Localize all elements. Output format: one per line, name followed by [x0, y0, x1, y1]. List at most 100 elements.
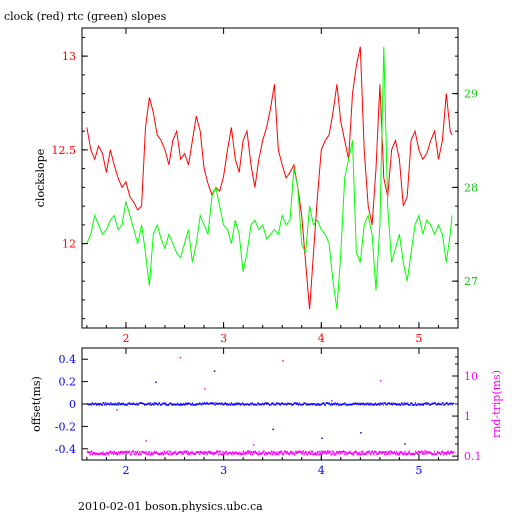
offset-point	[242, 403, 244, 405]
rnd-trip-point	[238, 452, 240, 455]
offset-point	[359, 402, 361, 405]
offset-point	[179, 404, 181, 406]
rnd-trip-point	[236, 452, 238, 455]
offset-point	[245, 403, 247, 406]
rnd-trip-point	[212, 452, 214, 455]
offset-point	[429, 404, 431, 406]
rnd-trip-point	[152, 452, 154, 455]
rnd-trip-point	[319, 453, 321, 456]
offset-point	[384, 402, 386, 404]
offset-point	[383, 402, 385, 404]
offset-point	[336, 404, 338, 406]
rnd-trip-point	[442, 451, 444, 454]
offset-point	[380, 403, 382, 405]
offset-point	[438, 402, 440, 405]
offset-point	[177, 404, 180, 406]
rnd-trip-point	[355, 450, 357, 453]
offset-point	[117, 403, 120, 406]
offset-point	[422, 404, 424, 406]
offset-point	[102, 402, 104, 404]
offset-point	[96, 404, 98, 406]
offset-point	[132, 402, 134, 404]
offset-point	[401, 403, 403, 405]
rnd-trip-point	[313, 452, 315, 455]
offset-point	[283, 403, 285, 406]
offset-point	[130, 403, 132, 405]
offset-point	[220, 403, 222, 405]
rnd-trip-point	[233, 452, 235, 454]
offset-point	[149, 402, 151, 404]
rnd-trip-point	[312, 450, 314, 453]
rnd-trip-point	[138, 452, 140, 455]
rnd-trip-point	[264, 453, 266, 456]
rnd-trip-point	[153, 452, 155, 455]
rnd-trip-point	[334, 453, 336, 456]
offset-point	[254, 403, 256, 406]
offset-point	[230, 404, 232, 406]
offset-point	[288, 402, 290, 405]
rnd-trip-point	[415, 451, 417, 454]
rnd-trip-point	[278, 453, 280, 456]
rnd-trip-point	[331, 453, 333, 456]
rnd-trip-point	[161, 452, 163, 455]
rnd-trip-point	[258, 450, 260, 453]
rnd-trip-point	[316, 451, 319, 454]
rnd-trip-point	[379, 450, 381, 453]
rnd-trip-point	[342, 450, 344, 453]
y-tick-label: 12	[62, 238, 76, 251]
offset-point	[183, 403, 185, 405]
rnd-trip-point	[400, 451, 402, 454]
footer-text: 2010-02-01 boson.physics.ubc.ca	[78, 500, 263, 512]
rnd-trip-point	[132, 450, 134, 453]
rnd-trip-point	[237, 452, 240, 455]
offset-point	[318, 403, 320, 405]
offset-point	[368, 402, 370, 405]
offset-point	[230, 402, 232, 404]
offset-point	[304, 403, 307, 405]
offset-point	[367, 402, 369, 405]
rnd-trip-point	[242, 450, 244, 453]
rnd-trip-outlier	[116, 409, 118, 411]
offset-point	[241, 403, 243, 405]
rnd-trip-point	[314, 451, 316, 454]
offset-point	[204, 402, 206, 404]
rnd-trip-point	[198, 451, 200, 454]
rnd-trip-point	[185, 450, 187, 453]
offset-point	[333, 403, 336, 406]
offset-point	[248, 404, 250, 406]
rnd-trip-point	[370, 452, 372, 454]
rnd-trip-point	[103, 453, 105, 455]
rnd-trip-point	[249, 450, 251, 453]
offset-point	[358, 403, 360, 406]
rnd-trip-point	[90, 451, 92, 453]
offset-point	[293, 402, 295, 404]
offset-point	[231, 403, 233, 405]
rnd-trip-point	[137, 450, 139, 453]
offset-point	[114, 402, 116, 405]
offset-point	[163, 402, 165, 405]
offset-point	[146, 403, 149, 405]
rnd-trip-point	[93, 452, 95, 455]
offset-point	[424, 402, 427, 405]
rnd-trip-point	[339, 451, 341, 454]
rnd-trip-point	[106, 452, 108, 455]
offset-point	[91, 402, 93, 404]
rnd-trip-point	[429, 452, 431, 454]
rnd-trip-point	[280, 450, 282, 453]
rnd-trip-point	[110, 452, 113, 455]
offset-point	[283, 403, 285, 406]
rnd-trip-point	[211, 452, 213, 455]
offset-point	[402, 403, 404, 406]
offset-point	[252, 402, 254, 404]
offset-point	[89, 403, 91, 405]
offset-point	[290, 403, 292, 405]
rnd-trip-point	[318, 450, 320, 453]
rnd-trip-point	[406, 452, 408, 455]
rnd-trip-point	[168, 450, 170, 453]
rnd-trip-outlier	[331, 400, 333, 402]
rnd-trip-point	[343, 450, 345, 453]
rnd-trip-point	[110, 450, 112, 453]
offset-point	[337, 402, 339, 405]
rnd-trip-point	[350, 452, 352, 455]
offset-point	[175, 403, 177, 406]
